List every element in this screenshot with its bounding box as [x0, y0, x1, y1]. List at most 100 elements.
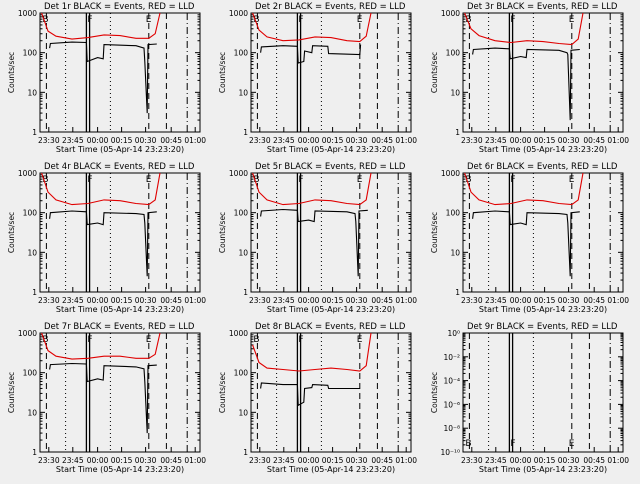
x-axis-label: Start Time (05-Apr-14 23:23:20): [267, 465, 395, 474]
x-tick-label: 00:15: [534, 136, 556, 145]
x-tick-label: 00:15: [111, 136, 133, 145]
x-tick-label: 00:45: [583, 296, 605, 305]
marker-F: F: [510, 15, 515, 25]
series-events: [472, 210, 580, 277]
x-tick-label: 01:00: [607, 296, 629, 305]
chart-title: Det 6r BLACK = Events, RED = LLD: [467, 162, 618, 172]
x-tick-label: 23:45: [485, 136, 507, 145]
x-tick-label: 01:00: [184, 456, 206, 465]
x-tick-label: 00:30: [558, 296, 580, 305]
plot-frame: [39, 172, 201, 293]
y-tick-label: 100: [23, 209, 38, 218]
x-tick-label: 23:45: [273, 296, 295, 305]
marker-B: B: [253, 335, 259, 345]
chart-panel-7: Det 7r BLACK = Events, RED = LLD 1 10 100 10…: [7, 322, 206, 474]
marker-B: B: [42, 15, 48, 25]
x-tick-label: 00:00: [87, 296, 109, 305]
marker-F: F: [298, 335, 303, 345]
marker-F: F: [298, 15, 303, 25]
y-tick-label: 1: [455, 288, 460, 297]
x-tick-label: 00:30: [135, 136, 157, 145]
chart-title: Det 7r BLACK = Events, RED = LLD: [44, 322, 195, 332]
y-tick-label: 1000: [229, 9, 248, 18]
marker-F: F: [510, 439, 515, 449]
x-tick-label: 23:45: [485, 456, 507, 465]
series-events: [49, 41, 157, 114]
marker-B: B: [465, 175, 471, 185]
x-tick-label: 00:15: [111, 296, 133, 305]
y-tick-label: 10: [450, 248, 460, 257]
y-tick-label: 1: [32, 288, 37, 297]
marker-F: F: [510, 175, 515, 185]
y-tick-label: 100: [23, 369, 38, 378]
chart-panel-1: Det 1r BLACK = Events, RED = LLD 1 10 100 10…: [7, 2, 206, 154]
marker-E: E: [569, 175, 575, 185]
x-axis-label: Start Time (05-Apr-14 23:23:20): [267, 305, 395, 314]
marker-E: E: [357, 335, 363, 345]
x-tick-label: 00:45: [160, 456, 182, 465]
series-lld: [252, 12, 372, 43]
y-tick-label: 10: [27, 88, 37, 97]
series-events: [260, 208, 368, 277]
marker-B: B: [465, 15, 471, 25]
chart-panel-9: Det 9r BLACK = Events, RED = LLD 10⁻¹⁰ 10⁻…: [430, 322, 629, 474]
y-tick-label: 1: [32, 448, 37, 457]
y-tick-label: 100: [234, 369, 249, 378]
y-tick-label: 100: [234, 49, 249, 58]
y-tick-label: 100: [23, 49, 38, 58]
y-tick-label: 1000: [18, 9, 37, 18]
y-tick-label: 1: [32, 128, 37, 137]
marker-F: F: [87, 175, 92, 185]
y-tick-label: 1000: [229, 329, 248, 338]
x-tick-label: 23:30: [461, 296, 483, 305]
x-tick-label: 00:15: [322, 456, 344, 465]
y-axis-label: Counts/sec: [430, 212, 439, 253]
x-axis-label: Start Time (05-Apr-14 23:23:20): [479, 305, 607, 314]
x-tick-label: 00:00: [87, 136, 109, 145]
y-tick-label: 100: [446, 49, 461, 58]
series-events: [472, 47, 580, 121]
chart-panel-5: Det 5r BLACK = Events, RED = LLD 1 10 100 10…: [218, 162, 417, 314]
x-tick-label: 00:30: [346, 136, 368, 145]
x-tick-label: 23:30: [38, 136, 60, 145]
y-axis-label: Counts/sec: [430, 52, 439, 93]
marker-E: E: [146, 175, 152, 185]
x-tick-label: 23:30: [38, 296, 60, 305]
plot-frame: [462, 172, 624, 293]
marker-B: B: [253, 175, 259, 185]
marker-E: E: [569, 439, 575, 449]
plot-frame: [39, 332, 201, 453]
x-tick-label: 00:30: [346, 456, 368, 465]
y-tick-label: 10⁻⁸: [443, 424, 460, 433]
chart-panel-4: Det 4r BLACK = Events, RED = LLD 1 10 100 10…: [7, 162, 206, 314]
y-tick-label: 10: [450, 88, 460, 97]
x-tick-label: 00:15: [322, 296, 344, 305]
plot-frame: [250, 172, 412, 293]
series-lld: [252, 172, 372, 206]
x-tick-label: 01:00: [607, 136, 629, 145]
x-tick-label: 00:00: [510, 136, 532, 145]
plot-frame: [462, 12, 624, 133]
chart-title: Det 9r BLACK = Events, RED = LLD: [467, 322, 618, 332]
y-tick-label: 1: [455, 128, 460, 137]
x-tick-label: 23:45: [62, 136, 84, 145]
plot-frame: [250, 332, 412, 453]
y-tick-label: 1000: [18, 169, 37, 178]
x-axis-label: Start Time (05-Apr-14 23:23:20): [479, 145, 607, 154]
x-axis-label: Start Time (05-Apr-14 23:23:20): [479, 465, 607, 474]
marker-E: E: [357, 15, 363, 25]
chart-title: Det 2r BLACK = Events, RED = LLD: [255, 2, 406, 12]
x-tick-label: 00:45: [583, 136, 605, 145]
x-tick-label: 23:45: [485, 296, 507, 305]
y-axis-label: Counts/sec: [7, 212, 16, 253]
series-lld: [464, 12, 584, 46]
x-tick-label: 00:00: [298, 456, 320, 465]
plot-frame: [39, 12, 201, 133]
x-tick-label: 23:45: [62, 296, 84, 305]
x-tick-label: 01:00: [395, 136, 417, 145]
marker-B: B: [253, 15, 259, 25]
x-tick-label: 00:30: [135, 296, 157, 305]
y-tick-label: 100: [446, 209, 461, 218]
